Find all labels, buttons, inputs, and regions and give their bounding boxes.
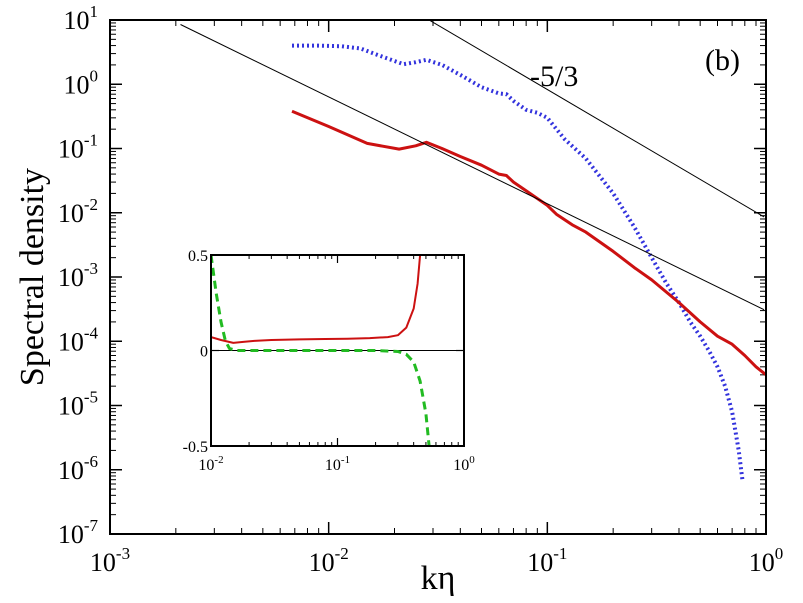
- y-tick-label: 10-7: [58, 516, 99, 549]
- y-tick-base: 10: [58, 456, 84, 485]
- inset-x-tick-label: 10-2: [198, 454, 223, 474]
- y-tick-label: 10-6: [58, 452, 98, 485]
- inset-y-tick-label: 0.5: [188, 248, 208, 265]
- inset-x-tick-base: 10: [453, 457, 469, 474]
- inset-plot-frame: [210, 254, 465, 447]
- y-tick-base: 10: [64, 70, 90, 99]
- panel-label: (b): [705, 44, 740, 77]
- y-tick-exponent: -7: [84, 516, 99, 535]
- y-tick-exponent: -1: [84, 131, 98, 150]
- y-tick-label: 10-2: [58, 195, 98, 228]
- y-tick-exponent: 1: [90, 2, 99, 21]
- slope-annotation: -5/3: [530, 60, 578, 93]
- y-tick-label: 100: [64, 66, 99, 99]
- x-tick-label: 10-1: [527, 544, 567, 577]
- x-tick-label: 10-3: [90, 544, 130, 577]
- inset-x-tick-label: 10-1: [325, 454, 350, 474]
- inset-x-tick-label: 100: [453, 454, 475, 474]
- main-plot-frame: [109, 19, 767, 535]
- inset-x-tick-exponent: 0: [469, 454, 475, 466]
- y-tick-exponent: -4: [84, 323, 99, 342]
- x-tick-base: 10: [749, 548, 775, 577]
- y-tick-base: 10: [58, 135, 84, 164]
- inset-y-tick-label: 0: [200, 344, 208, 361]
- main-series-group: [180, 20, 766, 480]
- inset-y-tick-label: -0.5: [183, 439, 208, 456]
- inset-x-tick-base: 10: [198, 457, 214, 474]
- series-reference-upper: [428, 20, 765, 218]
- y-tick-base: 10: [58, 199, 84, 228]
- inset-x-tick-base: 10: [325, 457, 341, 474]
- x-tick-base: 10: [309, 548, 335, 577]
- inset-panel: [210, 254, 465, 447]
- x-tick-exponent: -1: [553, 544, 567, 563]
- series-reference-lower: [180, 24, 765, 311]
- y-tick-label: 10-5: [58, 388, 98, 421]
- inset-x-tick-exponent: -2: [214, 454, 223, 466]
- y-tick-base: 10: [64, 6, 90, 35]
- y-tick-label: 10-1: [58, 131, 98, 164]
- y-tick-base: 10: [58, 392, 84, 421]
- x-tick-base: 10: [527, 548, 553, 577]
- x-tick-exponent: -3: [116, 544, 130, 563]
- y-tick-base: 10: [58, 520, 84, 549]
- x-axis-title: kη: [421, 560, 456, 597]
- x-tick-exponent: 0: [775, 544, 784, 563]
- y-axis-title: Spectral density: [14, 168, 51, 386]
- y-tick-exponent: 0: [90, 66, 99, 85]
- x-tick-base: 10: [90, 548, 116, 577]
- x-tick-label: 100: [749, 544, 784, 577]
- inset-series-group: [211, 255, 464, 446]
- y-tick-exponent: -6: [84, 452, 98, 471]
- main-tick-labels: 10-3 10-2 10-1 10010-710-610-510-410-310-21…: [58, 2, 783, 577]
- x-tick-exponent: -2: [335, 544, 349, 563]
- inset-x-tick-exponent: -1: [341, 454, 350, 466]
- series-inset-red-solid: [211, 255, 422, 344]
- y-tick-base: 10: [58, 327, 84, 356]
- y-tick-label: 101: [64, 2, 99, 35]
- y-tick-base: 10: [58, 263, 84, 292]
- y-tick-exponent: -2: [84, 195, 98, 214]
- y-tick-exponent: -5: [84, 388, 98, 407]
- y-tick-label: 10-4: [58, 323, 99, 356]
- y-tick-label: 10-3: [58, 259, 98, 292]
- y-tick-exponent: -3: [84, 259, 98, 278]
- x-tick-label: 10-2: [309, 544, 349, 577]
- series-red-solid: [291, 109, 766, 376]
